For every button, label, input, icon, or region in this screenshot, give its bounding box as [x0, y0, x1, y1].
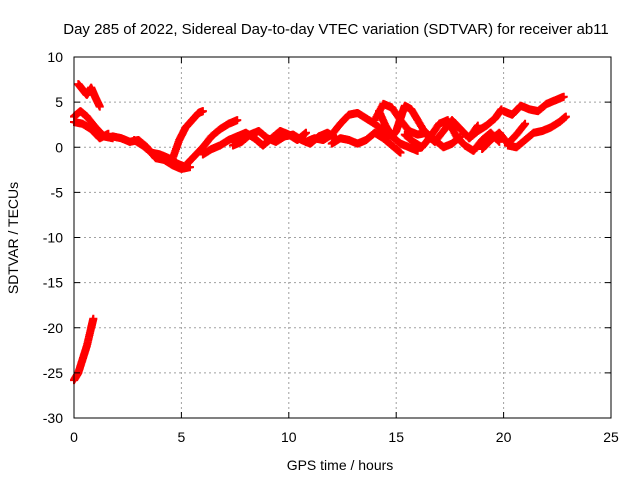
y-tick-label: -15: [43, 275, 63, 291]
data-point: [233, 116, 242, 125]
data-point: [521, 119, 530, 128]
data-point: [561, 112, 570, 121]
y-tick-label: -30: [43, 410, 63, 426]
x-tick-label: 15: [388, 429, 404, 445]
y-axis-label: SDTVAR / TECUs: [5, 182, 21, 294]
x-tick-label: 25: [603, 429, 619, 445]
x-tick-label: 20: [496, 429, 512, 445]
data-point: [198, 107, 207, 116]
x-tick-label: 5: [178, 429, 186, 445]
y-tick-label: 0: [55, 139, 63, 155]
y-tick-label: 10: [47, 49, 63, 65]
x-axis-label: GPS time / hours: [287, 457, 394, 473]
y-tick-label: -25: [43, 365, 63, 381]
chart-title: Day 285 of 2022, Sidereal Day-to-day VTE…: [63, 21, 609, 38]
y-tick-label: -20: [43, 320, 63, 336]
x-axis-ticks: 0 5 10 15 20 25: [70, 57, 619, 445]
x-tick-label: 10: [281, 429, 297, 445]
data-point: [89, 314, 98, 323]
data-point: [396, 148, 405, 157]
data-point: [104, 129, 113, 138]
x-tick-label: 0: [70, 429, 78, 445]
data-points: [70, 80, 570, 385]
y-tick-label: -10: [43, 230, 63, 246]
y-tick-label: -5: [51, 184, 64, 200]
data-point: [301, 128, 310, 137]
y-axis-ticks: -30 -25 -20 -15 -10 -5 0 5 10: [43, 49, 611, 426]
data-point: [495, 137, 504, 146]
data-point: [95, 102, 104, 111]
y-tick-label: 5: [55, 94, 63, 110]
data-point: [559, 92, 568, 101]
